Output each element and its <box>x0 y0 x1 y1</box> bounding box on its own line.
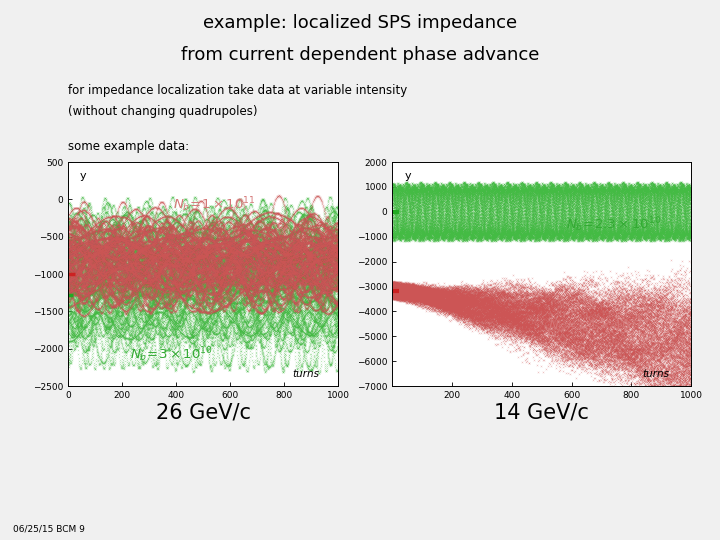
Text: $N_b\!=\!3\times10^{10}$: $N_b\!=\!3\times10^{10}$ <box>130 345 212 364</box>
Text: y: y <box>79 171 86 181</box>
Text: 06/25/15 BCM 9: 06/25/15 BCM 9 <box>13 524 85 534</box>
Text: $N_b\!=\!1\times10^{11}$: $N_b\!=\!1\times10^{11}$ <box>173 195 256 214</box>
Text: $N_b\!=\!2.3\times10^{10}$: $N_b\!=\!2.3\times10^{10}$ <box>566 215 661 234</box>
Text: $N_b\!=\!1.1\times10^{11}$: $N_b\!=\!1.1\times10^{11}$ <box>548 316 643 335</box>
Text: from current dependent phase advance: from current dependent phase advance <box>181 46 539 64</box>
Text: turns: turns <box>292 369 320 379</box>
Text: some example data:: some example data: <box>68 140 189 153</box>
Text: 26 GeV/c: 26 GeV/c <box>156 402 251 422</box>
Text: example: localized SPS impedance: example: localized SPS impedance <box>203 14 517 31</box>
Text: (without changing quadrupoles): (without changing quadrupoles) <box>68 105 258 118</box>
Text: 14 GeV/c: 14 GeV/c <box>494 402 589 422</box>
Text: for impedance localization take data at variable intensity: for impedance localization take data at … <box>68 84 408 97</box>
Text: turns: turns <box>642 369 669 379</box>
Text: y: y <box>405 171 411 181</box>
